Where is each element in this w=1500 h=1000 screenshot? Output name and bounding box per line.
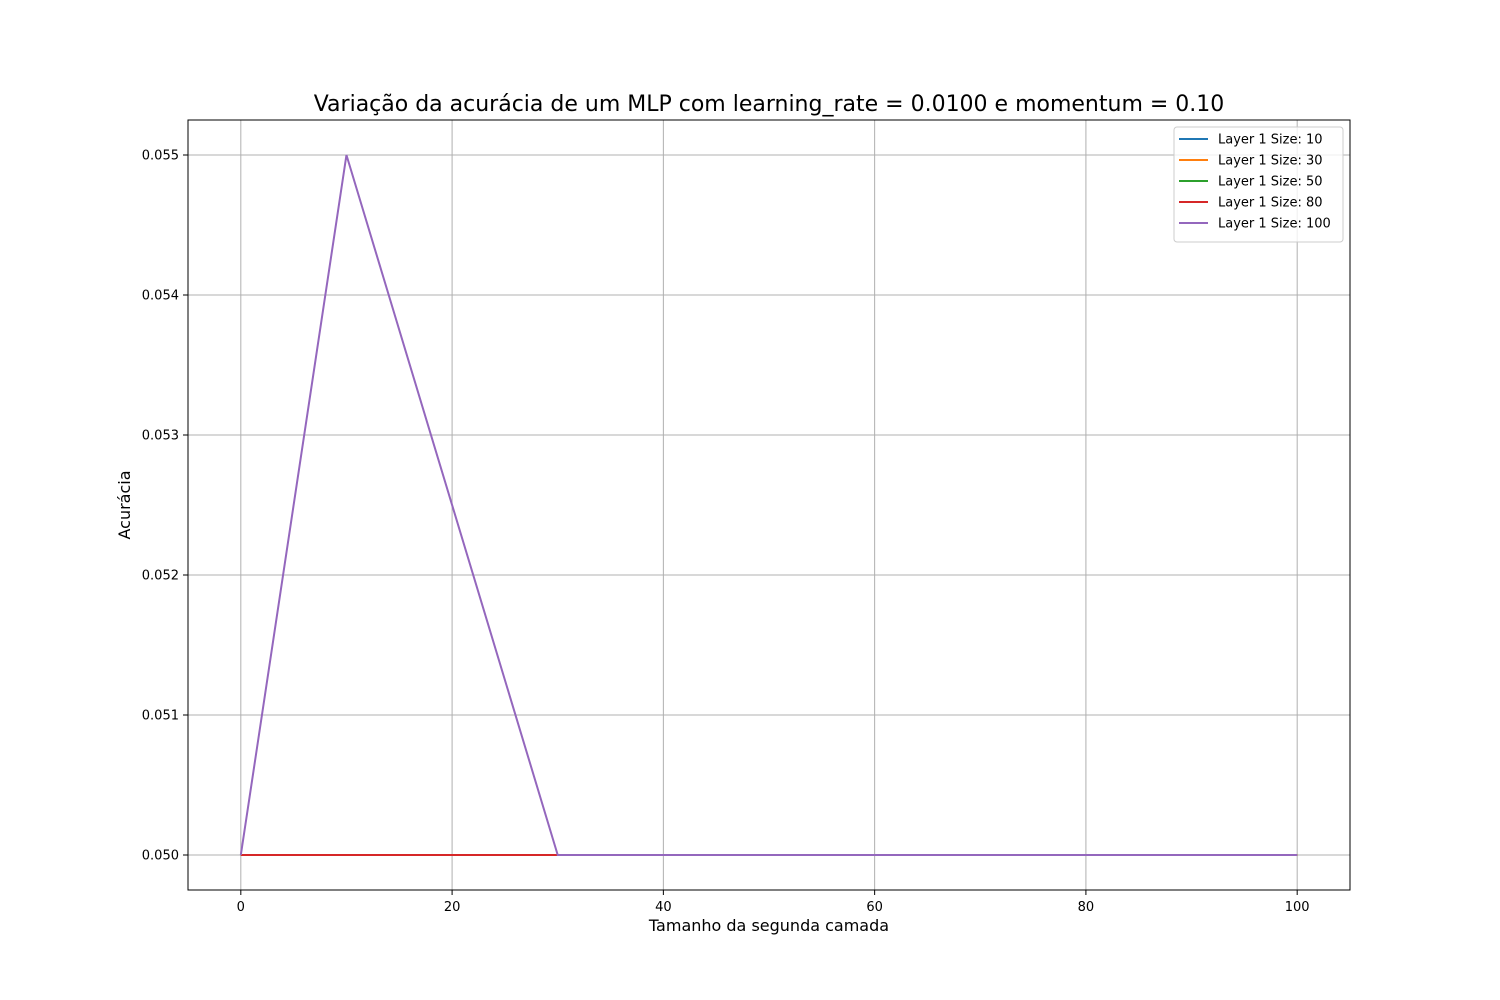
y-axis-label: Acurácia bbox=[115, 470, 134, 539]
series-line-4 bbox=[239, 154, 1298, 856]
chart-title: Variação da acurácia de um MLP com learn… bbox=[314, 92, 1225, 117]
legend-label: Layer 1 Size: 30 bbox=[1218, 154, 1323, 169]
plot-frame bbox=[187, 119, 1351, 891]
y-tick-label: 0.053 bbox=[142, 429, 179, 444]
axis-ticks: 0 20 40 60 80 100 0.050 0.051 0.052 0.053 0.054 0.0… bbox=[142, 149, 1310, 916]
legend-label: Layer 1 Size: 100 bbox=[1218, 217, 1331, 232]
y-tick-label: 0.050 bbox=[142, 849, 179, 864]
legend-label: Layer 1 Size: 50 bbox=[1218, 175, 1323, 190]
legend-label: Layer 1 Size: 10 bbox=[1218, 133, 1323, 148]
y-tick-label: 0.052 bbox=[142, 569, 179, 584]
x-tick-label: 80 bbox=[1078, 900, 1095, 915]
legend-box bbox=[1173, 126, 1344, 243]
legend: Layer 1 Size: 10 Layer 1 Size: 30 Layer 1 … bbox=[1173, 126, 1344, 243]
legend-label: Layer 1 Size: 80 bbox=[1218, 196, 1323, 211]
x-tick-label: 40 bbox=[655, 900, 672, 915]
x-axis-label: Tamanho da segunda camada bbox=[648, 916, 889, 935]
y-tick-label: 0.051 bbox=[142, 709, 179, 724]
x-tick-label: 20 bbox=[444, 900, 461, 915]
y-tick-label: 0.055 bbox=[142, 149, 179, 164]
x-tick-label: 0 bbox=[237, 900, 245, 915]
series-lines bbox=[239, 154, 1298, 856]
y-tick-label: 0.054 bbox=[142, 289, 179, 304]
x-tick-label: 60 bbox=[866, 900, 883, 915]
x-tick-label: 100 bbox=[1285, 900, 1310, 915]
